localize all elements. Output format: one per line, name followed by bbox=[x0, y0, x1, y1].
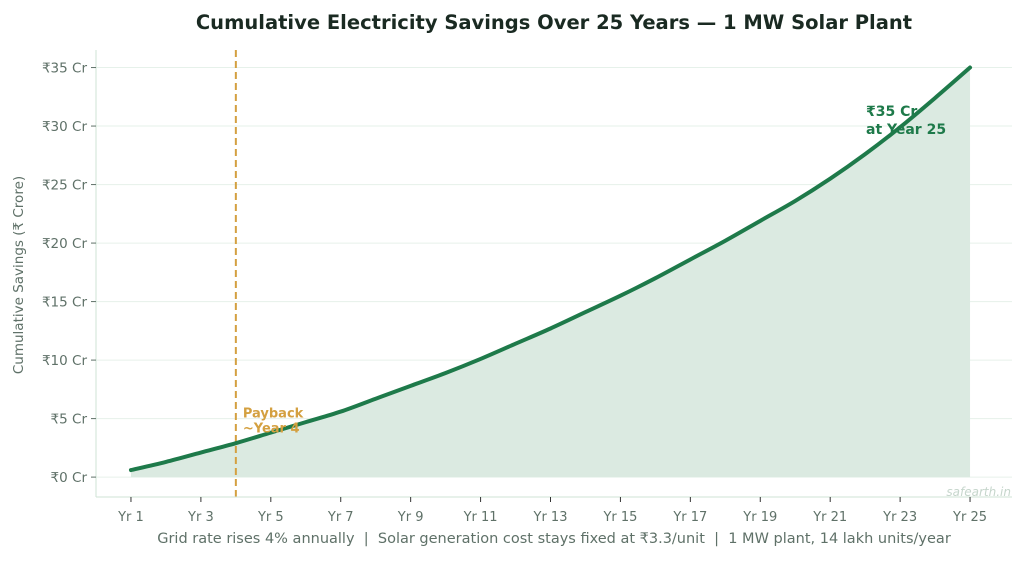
y-tick-label: ₹0 Cr bbox=[51, 470, 88, 486]
x-tick-label: Yr 19 bbox=[742, 510, 777, 525]
savings-area bbox=[130, 67, 971, 478]
y-tick-label: ₹25 Cr bbox=[42, 178, 87, 194]
x-tick-label: Yr 13 bbox=[533, 510, 568, 525]
y-tick-label: ₹5 Cr bbox=[51, 412, 88, 428]
x-tick-label: Yr 17 bbox=[672, 510, 707, 525]
x-tick-label: Yr 1 bbox=[117, 510, 144, 525]
payback-label-line1: Payback bbox=[243, 407, 304, 422]
y-tick-label: ₹30 Cr bbox=[42, 119, 87, 135]
x-tick-label: Yr 5 bbox=[257, 510, 284, 525]
x-axis-label: Grid rate rises 4% annually | Solar gene… bbox=[157, 531, 951, 547]
x-tick-label: Yr 9 bbox=[397, 510, 424, 525]
y-tick-label: ₹20 Cr bbox=[42, 236, 87, 252]
y-tick-label: ₹35 Cr bbox=[42, 61, 87, 77]
x-tick-label: Yr 15 bbox=[602, 510, 637, 525]
chart-title: Cumulative Electricity Savings Over 25 Y… bbox=[196, 11, 912, 34]
y-tick-label: ₹15 Cr bbox=[42, 295, 87, 311]
end-annotation-line2: at Year 25 bbox=[866, 122, 946, 138]
x-tick-label: Yr 23 bbox=[882, 510, 917, 525]
x-tick-label: Yr 3 bbox=[187, 510, 214, 525]
y-axis-label: Cumulative Savings (₹ Crore) bbox=[11, 176, 27, 374]
savings-line bbox=[128, 65, 973, 473]
x-tick-label: Yr 25 bbox=[952, 510, 987, 525]
watermark: safearth.in bbox=[946, 485, 1011, 499]
x-tick-label: Yr 21 bbox=[812, 510, 847, 525]
end-annotation-line1: ₹35 Cr bbox=[866, 104, 917, 120]
y-tick-label: ₹10 Cr bbox=[42, 353, 87, 369]
x-tick-label: Yr 11 bbox=[463, 510, 498, 525]
payback-label-line2: ~Year 4 bbox=[243, 422, 300, 437]
x-tick-label: Yr 7 bbox=[327, 510, 354, 525]
